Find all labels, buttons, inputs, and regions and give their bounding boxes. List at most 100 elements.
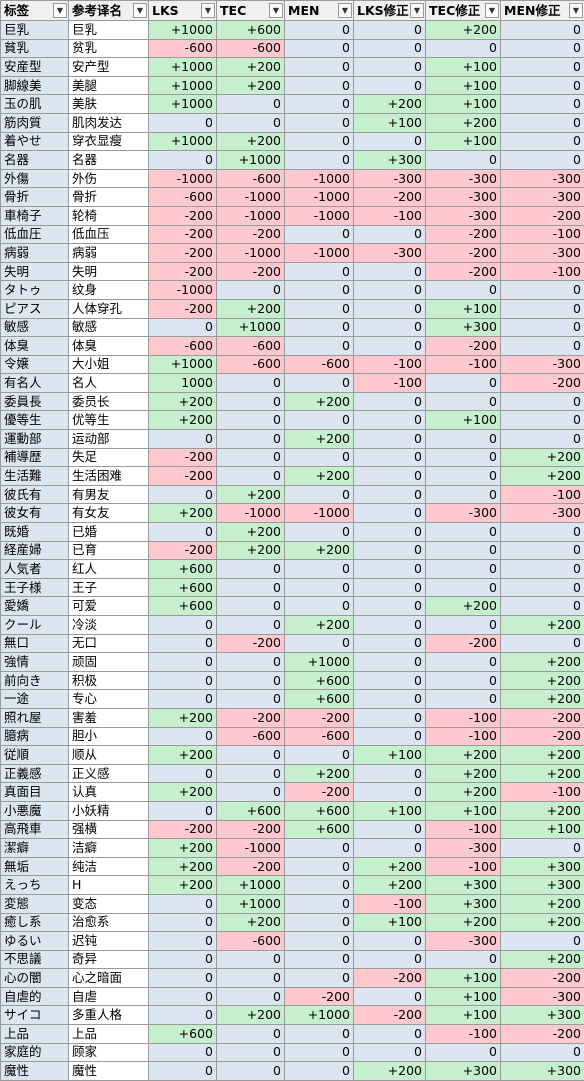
cell-reference[interactable]: 大小姐 (69, 355, 149, 374)
cell-tec[interactable]: 0 (217, 1025, 285, 1044)
cell-lks[interactable]: +600 (149, 560, 217, 579)
cell-men[interactable]: +600 (285, 690, 354, 709)
cell-lks-mod[interactable]: 0 (354, 578, 426, 597)
cell-tec-mod[interactable]: +100 (426, 299, 501, 318)
cell-men[interactable]: -200 (285, 987, 354, 1006)
cell-tec[interactable]: 0 (217, 950, 285, 969)
cell-men-mod[interactable]: +200 (501, 467, 584, 486)
cell-tec-mod[interactable]: 0 (426, 430, 501, 449)
cell-tec-mod[interactable]: 0 (426, 281, 501, 300)
cell-tec-mod[interactable]: -100 (426, 708, 501, 727)
cell-tec-mod[interactable]: -300 (426, 839, 501, 858)
cell-lks-mod[interactable]: 0 (354, 1043, 426, 1062)
cell-men-mod[interactable]: -300 (501, 169, 584, 188)
cell-reference[interactable]: 冷淡 (69, 616, 149, 635)
cell-men[interactable]: 0 (285, 76, 354, 95)
cell-men[interactable]: +200 (285, 541, 354, 560)
cell-tec[interactable]: +200 (217, 76, 285, 95)
cell-lks[interactable]: 0 (149, 1043, 217, 1062)
cell-reference[interactable]: 强横 (69, 820, 149, 839)
cell-men[interactable]: -200 (285, 783, 354, 802)
cell-men[interactable]: 0 (285, 560, 354, 579)
cell-tec-mod[interactable]: +100 (426, 132, 501, 151)
cell-tec[interactable]: 0 (217, 578, 285, 597)
cell-lks-mod[interactable]: +100 (354, 113, 426, 132)
cell-men-mod[interactable]: -300 (501, 188, 584, 207)
cell-lks[interactable]: 0 (149, 485, 217, 504)
cell-lks-mod[interactable]: 0 (354, 132, 426, 151)
cell-tec-mod[interactable]: +100 (426, 987, 501, 1006)
cell-men[interactable]: 0 (285, 839, 354, 858)
cell-tec[interactable]: -600 (217, 355, 285, 374)
cell-lks[interactable]: +1000 (149, 58, 217, 77)
cell-reference[interactable]: 敏感 (69, 318, 149, 337)
cell-tec-mod[interactable]: +300 (426, 876, 501, 895)
cell-men-mod[interactable]: 0 (501, 132, 584, 151)
cell-tec-mod[interactable]: 0 (426, 541, 501, 560)
cell-reference[interactable]: 魔性 (69, 1062, 149, 1081)
cell-tec[interactable]: 0 (217, 374, 285, 393)
table-row[interactable]: 令嬢大小姐+1000-600-600-100-100-300 (1, 355, 584, 374)
cell-tec[interactable]: +200 (217, 523, 285, 542)
cell-tag[interactable]: 彼氏有 (1, 485, 69, 504)
cell-men[interactable]: +200 (285, 616, 354, 635)
cell-lks[interactable]: -200 (149, 244, 217, 263)
cell-men-mod[interactable]: 0 (501, 597, 584, 616)
cell-men[interactable]: 0 (285, 299, 354, 318)
cell-men-mod[interactable]: +300 (501, 1062, 584, 1081)
cell-tec[interactable]: -200 (217, 857, 285, 876)
cell-lks-mod[interactable]: -300 (354, 244, 426, 263)
cell-men[interactable]: -600 (285, 727, 354, 746)
cell-tec-mod[interactable]: +100 (426, 801, 501, 820)
cell-men[interactable]: 0 (285, 132, 354, 151)
cell-reference[interactable]: 病弱 (69, 244, 149, 263)
cell-tag[interactable]: えっち (1, 876, 69, 895)
cell-reference[interactable]: 外伤 (69, 169, 149, 188)
cell-men[interactable]: 0 (285, 634, 354, 653)
table-row[interactable]: 骨折骨折-600-1000-1000-200-300-300 (1, 188, 584, 207)
cell-tec-mod[interactable]: -100 (426, 857, 501, 876)
filter-dropdown-icon[interactable]: ▼ (485, 3, 499, 18)
cell-tec-mod[interactable]: 0 (426, 523, 501, 542)
cell-lks-mod[interactable]: 0 (354, 671, 426, 690)
cell-tag[interactable]: 骨折 (1, 188, 69, 207)
cell-lks[interactable]: -200 (149, 299, 217, 318)
cell-men-mod[interactable]: -300 (501, 355, 584, 374)
cell-tag[interactable]: 経産婦 (1, 541, 69, 560)
cell-tec[interactable]: 0 (217, 746, 285, 765)
cell-reference[interactable]: 贫乳 (69, 39, 149, 58)
cell-lks-mod[interactable]: 0 (354, 39, 426, 58)
cell-tec-mod[interactable]: 0 (426, 950, 501, 969)
cell-reference[interactable]: 已育 (69, 541, 149, 560)
cell-lks[interactable]: -200 (149, 225, 217, 244)
cell-lks[interactable]: 0 (149, 430, 217, 449)
cell-tag[interactable]: サイコ (1, 1006, 69, 1025)
cell-tec[interactable]: +1000 (217, 151, 285, 170)
cell-lks-mod[interactable]: 0 (354, 783, 426, 802)
cell-reference[interactable]: 名器 (69, 151, 149, 170)
cell-tec-mod[interactable]: 0 (426, 448, 501, 467)
cell-tec-mod[interactable]: -200 (426, 244, 501, 263)
cell-reference[interactable]: 名人 (69, 374, 149, 393)
cell-men-mod[interactable]: 0 (501, 318, 584, 337)
cell-tec-mod[interactable]: +100 (426, 76, 501, 95)
cell-men[interactable]: +1000 (285, 1006, 354, 1025)
cell-men-mod[interactable]: -300 (501, 244, 584, 263)
cell-reference[interactable]: 王子 (69, 578, 149, 597)
cell-tec[interactable]: -200 (217, 262, 285, 281)
filter-dropdown-icon[interactable]: ▼ (269, 3, 283, 18)
cell-men-mod[interactable]: 0 (501, 932, 584, 951)
cell-reference[interactable]: 正义感 (69, 764, 149, 783)
